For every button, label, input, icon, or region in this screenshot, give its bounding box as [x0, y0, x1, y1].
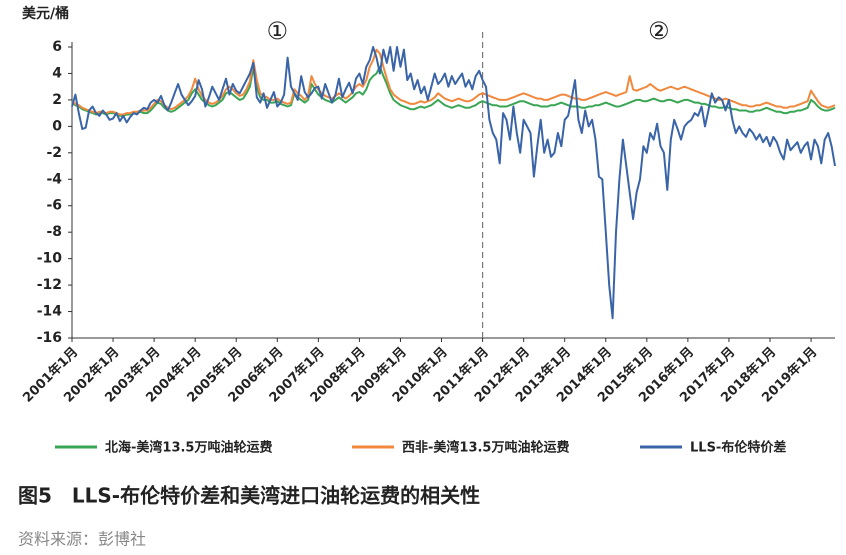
legend-label: 西非-美湾13.5万吨油轮运费 — [402, 440, 569, 456]
series-line — [71, 48, 836, 116]
y-tick-label: -6 — [46, 198, 62, 214]
period-annotation: ① — [267, 17, 289, 45]
y-tick-label: -16 — [37, 330, 62, 346]
y-tick-label: 6 — [52, 39, 62, 55]
legend-label: LLS-布伦特价差 — [690, 440, 786, 456]
series-line — [71, 65, 836, 117]
chart-title: 图5 LLS-布伦特价差和美湾进口油轮运费的相关性 — [18, 484, 480, 508]
legend-label: 北海-美湾13.5万吨油轮运费 — [105, 440, 272, 456]
y-tick-label: -10 — [37, 251, 63, 267]
source-note: 资料来源：彭博社 — [18, 530, 146, 549]
y-tick-label: -8 — [46, 224, 62, 240]
period-annotation: ② — [648, 17, 670, 45]
y-tick-label: -2 — [46, 145, 62, 161]
y-tick-label: 2 — [52, 92, 62, 108]
series-line — [71, 46, 836, 320]
y-tick-label: 0 — [52, 118, 62, 134]
y-tick-label: -14 — [37, 304, 63, 320]
y-tick-label: -12 — [37, 277, 62, 293]
y-tick-label: 4 — [52, 65, 62, 81]
y-tick-label: -4 — [46, 171, 62, 187]
y-axis-label: 美元/桶 — [22, 5, 69, 22]
